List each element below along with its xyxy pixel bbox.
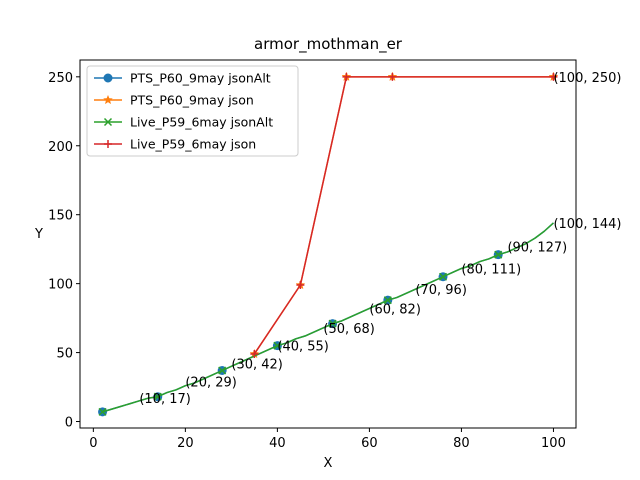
legend-entry: Live_P59_6may jsonAlt [94,115,273,130]
data-point [328,319,337,328]
legend-marker [103,94,113,105]
y-tick-label: 250 [48,71,73,86]
data-label: (90, 127) [507,240,567,255]
x-tick-label: 0 [89,436,97,451]
x-tick-label: 80 [453,436,470,451]
chart-title: armor_mothman_er [254,35,403,54]
x-tick-label: 20 [177,436,194,451]
data-label: (50, 68) [323,322,375,337]
y-tick-label: 100 [48,278,73,293]
data-point [98,407,107,416]
legend-marker [104,140,112,148]
x-tick-label: 100 [541,436,566,451]
legend-entry: PTS_P60_9may json [94,93,254,108]
legend-label: PTS_P60_9may jsonAlt [130,71,271,86]
data-label: (100, 144) [553,217,621,232]
legend-box [86,65,299,157]
legend-label: PTS_P60_9may json [130,93,254,108]
y-tick-label: 200 [48,140,73,155]
x-tick-label: 40 [269,436,286,451]
legend-entry: PTS_P60_9may jsonAlt [94,71,271,86]
data-point [383,296,392,305]
data-point [342,72,351,81]
data-label: (70, 96) [415,283,467,298]
series-4 [250,72,558,358]
data-point [273,341,282,350]
data-label: (100, 250) [553,71,621,86]
data-label: (80, 111) [461,262,521,277]
legend-label: Live_P59_6may jsonAlt [130,115,273,130]
data-point [153,392,162,401]
data-label: (60, 82) [369,302,421,317]
data-label: (10, 17) [139,392,191,407]
legend-label: Live_P59_6may json [130,137,256,152]
axes: 0 20 40 60 80 100 0 50 100 150 200 250 [48,71,566,451]
data-point [438,272,448,281]
data-point [549,72,558,81]
x-tick-label: 60 [361,436,378,451]
y-axis-label: Y [34,227,43,242]
series-line [102,222,554,413]
legend-marker [103,117,113,127]
legend: PTS_P60_9may jsonAlt PTS_P60_9may json Liv… [86,65,299,157]
x-axis-label: X [324,456,333,471]
plot-frame [79,59,577,429]
data-label: (40, 55) [277,340,329,355]
legend-marker [103,73,113,83]
data-point [296,281,305,290]
y-tick-label: 0 [65,416,73,431]
series-3 [98,222,554,416]
data-point [494,250,503,259]
plot-area [98,71,559,417]
data-label: (30, 42) [231,358,283,373]
legend-entry: Live_P59_6may json [94,137,256,152]
y-tick-label: 50 [56,347,73,362]
data-annotations: (10, 17)(20, 29) (30, 42) (40, 55) (50, 68)… [139,71,621,407]
data-point [218,366,227,375]
data-point [250,349,259,358]
y-tick-label: 150 [48,209,73,224]
data-label: (20, 29) [185,376,237,391]
data-point [388,72,397,81]
